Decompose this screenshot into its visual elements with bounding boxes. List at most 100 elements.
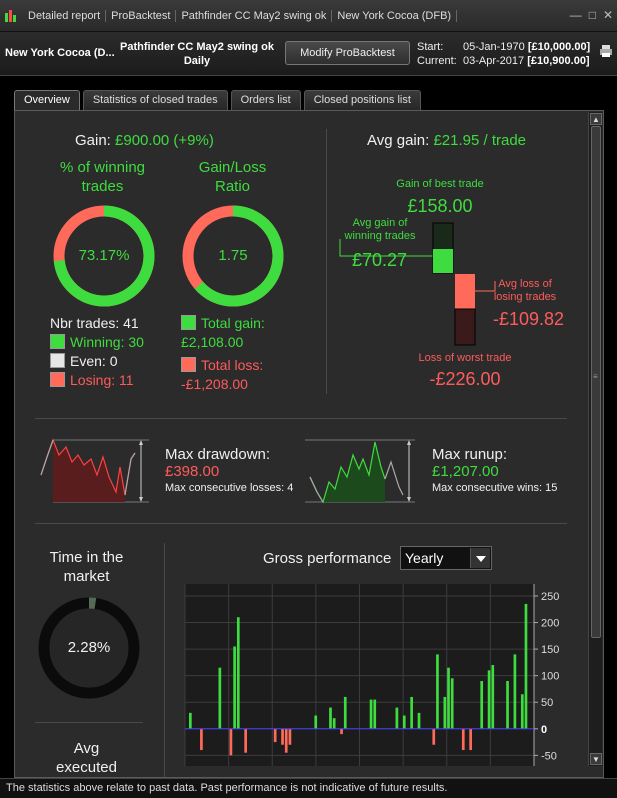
chevron-down-icon[interactable] [470,548,490,568]
chart-bar [524,603,528,729]
winning-trades-title: % of winning trades [59,159,146,195]
scroll-down-icon[interactable]: ▼ [590,753,602,765]
nbr-trades: Nbr trades: 41 [50,315,139,331]
drawdown-sparkline [40,438,149,503]
chart-bar [447,667,450,729]
ratio-title: Gain/Loss Ratio [198,159,267,195]
avg-loss-value: -£109.82 [493,309,565,329]
winning-count: Winning: 30 [70,334,144,350]
close-icon[interactable]: ✕ [602,8,613,22]
vertical-scrollbar[interactable]: ▲ ≡ ▼ [588,112,602,766]
gain-loss-ratio-donut [182,205,284,307]
chart-bar [340,728,343,735]
scroll-up-icon[interactable]: ▲ [590,113,602,125]
print-icon[interactable] [599,44,613,58]
total-loss-icon [181,357,196,372]
gross-performance-chart: 250 200 150 100 50 0 -50 [184,584,559,766]
chart-bar [491,665,495,729]
chart-bar [417,712,421,729]
tab-statistics-closed-trades[interactable]: Statistics of closed trades [82,90,228,110]
window-titlebar: Detailed report ProBacktest Pathfinder C… [0,0,617,32]
worst-trade-body [454,308,476,346]
total-gain-value: £2,108.00 [181,334,244,350]
time-in-market-value: 2.28% [67,639,111,656]
time-in-market-donut [38,597,140,699]
title-segment-instrument: New York Cocoa (DFB) [332,9,458,22]
avg-win-bar [433,249,453,273]
losing-count: Losing: 11 [70,372,134,388]
gross-performance-label: Gross performance [263,550,392,567]
modify-probacktest-button[interactable]: Modify ProBacktest [285,41,410,65]
avg-gain-heading: Avg gain: £21.95 / trade [367,132,527,149]
best-trade-label: Gain of best trade [396,178,484,190]
divider-vertical-2 [164,543,165,777]
divider-horizontal-3 [35,722,143,723]
trade-candle-graphic [339,222,496,346]
scroll-grip-icon: ≡ [593,372,598,381]
even-legend-icon [50,353,65,368]
chart-bar [513,654,517,729]
chart-tick-label: 50 [541,697,553,709]
disclaimer-footer: The statistics above relate to past data… [0,778,617,798]
gain-arc [182,205,284,307]
system-name: Pathfinder CC May2 swing ok Daily [119,41,275,67]
chart-bar [233,646,236,729]
chart-bar [244,728,248,753]
chart-bar [236,617,240,729]
title-segment-report: Detailed report [23,9,107,22]
chart-bar [288,728,292,745]
runup-sparkline [305,439,415,504]
chart-tick-label: 100 [541,671,559,683]
best-trade-value: £158.00 [407,196,473,216]
maximize-icon[interactable]: □ [588,8,596,22]
chart-bar [329,707,332,729]
instrument-name: New York Cocoa (D... [5,47,115,59]
scroll-thumb[interactable] [591,126,601,638]
chart-bar [273,728,277,743]
chart-bar [373,699,377,729]
chart-bar [520,694,524,729]
title-segment-probacktest: ProBacktest [106,9,177,22]
chart-bar [450,678,454,729]
tab-overview[interactable]: Overview [14,90,80,110]
runup-stats: Max runup: £1,207.00 Max consecutive win… [432,446,558,494]
title-segment-system: Pathfinder CC May2 swing ok [176,9,333,22]
chart-bar [332,718,336,729]
winning-legend-icon [50,334,65,349]
avg-loss-label: Avg loss of losing trades [493,278,557,303]
chart-bar [343,696,347,729]
tab-closed-positions-list[interactable]: Closed positions list [303,90,421,110]
avg-loss-connector [475,281,496,292]
gain-loss-totals: Total gain: £2,108.00 Total loss: -£1,20… [181,315,265,392]
worst-trade-value: -£226.00 [429,369,501,389]
even-count: Even: 0 [70,353,118,369]
total-loss-value: -£1,208.00 [181,376,248,392]
total-gain-icon [181,315,196,330]
avg-executed-title: Avg executed [56,740,117,776]
backtest-dates: Start: 05-Jan-1970 [£10,000.00] Current: 0… [417,41,591,67]
chart-tick-label: 200 [541,618,559,630]
trade-counts: Nbr trades: 41 Winning: 30 Even: 0 Losin… [50,314,144,390]
chart-bar [402,715,406,729]
winning-arc [53,205,155,307]
chart-bar [281,728,284,745]
winning-pct-value: 73.17% [78,247,130,264]
ratio-value: 1.75 [218,247,248,264]
worst-trade-label: Loss of worst trade [418,352,512,364]
gross-period-select[interactable]: Yearly [400,546,492,570]
chart-bar [284,728,288,753]
chart-bar [506,680,509,729]
tab-orders-list[interactable]: Orders list [230,90,301,110]
time-in-market-arc [38,597,140,699]
chart-tick-label: 150 [541,644,559,656]
chart-tick-label: 0 [541,724,547,736]
minimize-icon[interactable]: — [569,8,582,22]
divider-horizontal-2 [35,523,567,524]
report-tabs: Overview Statistics of closed trades Ord… [14,90,421,110]
candlestick-icon [4,9,18,23]
avg-win-connector [339,239,433,257]
chart-tick-label: 250 [541,591,559,603]
gain-heading: Gain: £900.00 (+9%) [75,132,214,149]
chart-bar [443,696,447,729]
avg-win-label: Avg gain of winning trades [344,217,416,242]
